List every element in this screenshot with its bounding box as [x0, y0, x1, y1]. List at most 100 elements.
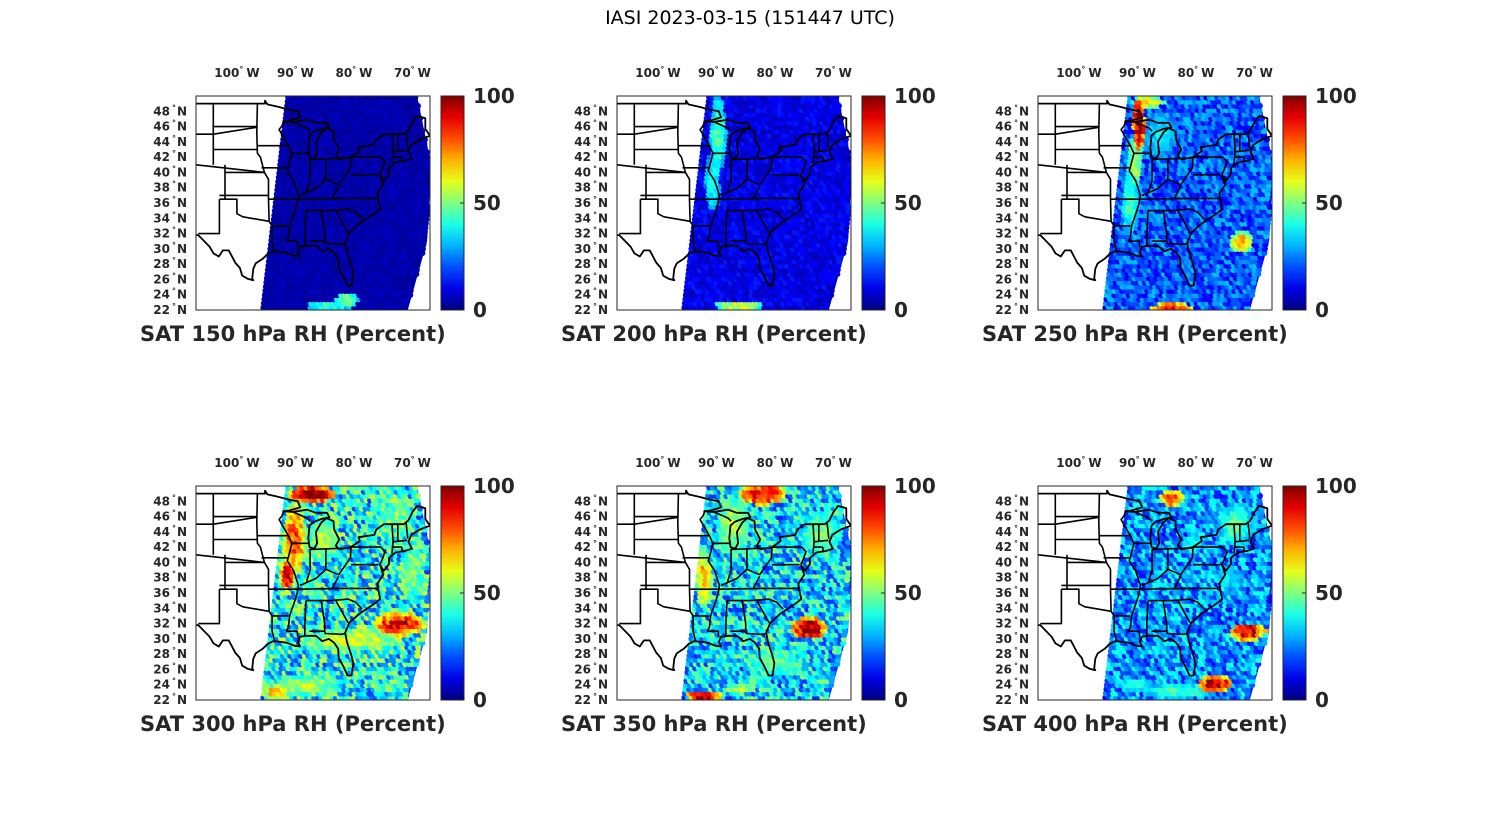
- lat-tick-label: 42 °N: [153, 149, 187, 164]
- lon-tick-label: 100° W: [635, 455, 680, 470]
- lon-tick-label: 70° W: [394, 65, 431, 80]
- lat-tick-label: 48 °N: [995, 103, 1029, 118]
- lat-tick-label: 24 °N: [153, 287, 187, 302]
- lat-tick-label: 32 °N: [574, 616, 608, 631]
- lat-tick-label: 46 °N: [995, 509, 1029, 524]
- state-borders: [1038, 493, 1251, 641]
- colorbar-tick-label: 0: [894, 298, 908, 322]
- lat-tick-label: 28 °N: [153, 646, 187, 661]
- lat-tick-label: 30 °N: [995, 631, 1029, 646]
- lat-tick-label: 44 °N: [574, 134, 608, 149]
- panel-caption: SAT 400 hPa RH (Percent): [982, 712, 1288, 736]
- lat-tick-label: 32 °N: [995, 616, 1029, 631]
- lon-tick-label: 100° W: [214, 455, 259, 470]
- colorbar-tick-label: 0: [1315, 688, 1329, 712]
- coastline: [196, 99, 430, 287]
- lat-tick-label: 30 °N: [995, 241, 1029, 256]
- rh-footprints: [681, 486, 851, 700]
- state-borders: [196, 103, 409, 251]
- lat-tick-label: 44 °N: [995, 134, 1029, 149]
- map-panel-1: 100° W 90° W 80° W 70° W 48 °N 46 °N 44 °N 42 °N 40 °N 38 °…: [130, 50, 530, 350]
- lat-tick-label: 30 °N: [153, 241, 187, 256]
- lon-tick-label: 80° W: [756, 65, 793, 80]
- lat-tick-label: 48 °N: [995, 493, 1029, 508]
- lat-tick-label: 24 °N: [995, 677, 1029, 692]
- lat-tick-label: 42 °N: [574, 149, 608, 164]
- panel-caption: SAT 200 hPa RH (Percent): [561, 322, 867, 346]
- lon-tick-label: 100° W: [1056, 455, 1101, 470]
- colorbar-tick-label: 100: [473, 84, 515, 108]
- lat-tick-label: 36 °N: [153, 585, 187, 600]
- lat-tick-label: 36 °N: [574, 585, 608, 600]
- colorbar-tick-label: 0: [894, 688, 908, 712]
- panel-caption: SAT 300 hPa RH (Percent): [140, 712, 446, 736]
- map-frame: [195, 485, 431, 701]
- map-panel-2: 100° W 90° W 80° W 70° W 48 °N 46 °N 44 °N 42 °N 40 °N 38 °…: [551, 50, 951, 350]
- map-svg-5: 100° W 90° W 80° W 70° W 48 °N46 °N44 °N42 °N40 °N38 °…: [561, 455, 936, 736]
- coastline: [617, 99, 851, 287]
- lat-tick-label: 34 °N: [574, 600, 608, 615]
- lat-tick-label: 28 °N: [574, 646, 608, 661]
- lat-tick-label: 46 °N: [153, 509, 187, 524]
- lat-tick-label: 40 °N: [995, 554, 1029, 569]
- lat-tick-label: 32 °N: [574, 226, 608, 241]
- lat-tick-label: 40 °N: [153, 554, 187, 569]
- lon-tick-label: 80° W: [1177, 65, 1214, 80]
- lat-tick-label: 38 °N: [153, 180, 187, 195]
- colorbar-tick-label: 100: [894, 84, 936, 108]
- lat-tick-label: 40 °N: [574, 554, 608, 569]
- colorbar-tick-label: 100: [1315, 84, 1357, 108]
- colorbar-tick-label: 50: [473, 581, 501, 605]
- state-borders: [617, 103, 830, 251]
- lat-tick-label: 36 °N: [995, 195, 1029, 210]
- lat-tick-label: 30 °N: [153, 631, 187, 646]
- coastline: [1038, 489, 1272, 677]
- colorbar-tick-label: 100: [1315, 474, 1357, 498]
- lon-tick-label: 100° W: [214, 65, 259, 80]
- coastline: [617, 489, 851, 677]
- lat-tick-label: 36 °N: [153, 195, 187, 210]
- lat-tick-label: 48 °N: [153, 493, 187, 508]
- rh-footprints: [260, 96, 430, 310]
- lat-tick-label: 22 °N: [153, 302, 187, 317]
- lon-tick-label: 70° W: [815, 65, 852, 80]
- lat-tick-label: 44 °N: [995, 524, 1029, 539]
- lat-tick-label: 38 °N: [995, 570, 1029, 585]
- lat-tick-label: 26 °N: [153, 661, 187, 676]
- coastline: [1038, 99, 1272, 287]
- lat-tick-label: 28 °N: [153, 256, 187, 271]
- lat-tick-label: 44 °N: [153, 134, 187, 149]
- map-frame: [195, 95, 431, 311]
- lon-tick-label: 90° W: [1119, 65, 1156, 80]
- lat-tick-label: 46 °N: [995, 119, 1029, 134]
- colorbar-tick-label: 50: [894, 581, 922, 605]
- lat-tick-label: 42 °N: [995, 539, 1029, 554]
- map-panel-6: 100° W 90° W 80° W 70° W 48 °N 46 °N 44 °N 42 °N 40 °N 38 °…: [972, 440, 1372, 740]
- lat-tick-label: 42 °N: [995, 149, 1029, 164]
- lon-tick-label: 100° W: [635, 65, 680, 80]
- lat-tick-label: 26 °N: [574, 271, 608, 286]
- colorbar-tick-label: 50: [1315, 191, 1343, 215]
- lon-tick-label: 80° W: [335, 65, 372, 80]
- lat-tick-label: 30 °N: [574, 241, 608, 256]
- lat-tick-label: 22 °N: [995, 302, 1029, 317]
- map-frame: [1037, 95, 1273, 311]
- figure-title: IASI 2023-03-15 (151447 UTC): [605, 7, 895, 29]
- lon-tick-label: 70° W: [1236, 455, 1273, 470]
- map-svg-2: 100° W 90° W 80° W 70° W 48 °N46 °N44 °N42 °N40 °N38 °…: [561, 65, 936, 346]
- state-borders: [617, 493, 830, 641]
- lon-tick-label: 80° W: [335, 455, 372, 470]
- map-svg-4: 100° W 90° W 80° W 70° W 48 °N46 °N44 °N42 °N40 °N38 °…: [140, 455, 515, 736]
- rh-footprints: [1102, 96, 1272, 310]
- map-panel-4: 100° W 90° W 80° W 70° W 48 °N 46 °N 44 °N 42 °N 40 °N 38 °…: [130, 440, 530, 740]
- lat-tick-label: 26 °N: [995, 271, 1029, 286]
- panel-caption: SAT 150 hPa RH (Percent): [140, 322, 446, 346]
- map-svg-3: 100° W 90° W 80° W 70° W 48 °N46 °N44 °N42 °N40 °N38 °…: [982, 65, 1357, 346]
- colorbar-tick-label: 0: [473, 688, 487, 712]
- rh-footprints: [681, 96, 851, 310]
- lat-tick-label: 24 °N: [995, 287, 1029, 302]
- lat-tick-label: 22 °N: [153, 692, 187, 707]
- map-panel-5: 100° W 90° W 80° W 70° W 48 °N 46 °N 44 °N 42 °N 40 °N 38 °…: [551, 440, 951, 740]
- lat-tick-label: 42 °N: [574, 539, 608, 554]
- map-panel-3: 100° W 90° W 80° W 70° W 48 °N 46 °N 44 °N 42 °N 40 °N 38 °…: [972, 50, 1372, 350]
